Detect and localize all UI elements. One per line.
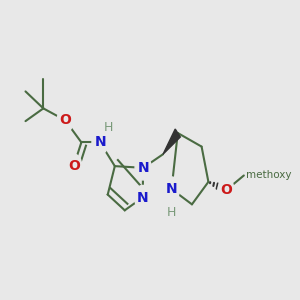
Polygon shape	[163, 129, 180, 154]
Text: H: H	[167, 206, 176, 219]
Text: O: O	[68, 159, 80, 173]
Text: N: N	[137, 161, 149, 175]
Circle shape	[57, 108, 73, 132]
Circle shape	[134, 185, 151, 210]
Circle shape	[135, 156, 151, 180]
Text: N: N	[166, 182, 177, 196]
Circle shape	[66, 154, 82, 178]
Text: O: O	[59, 113, 71, 127]
Text: O: O	[220, 183, 232, 197]
Text: methoxy: methoxy	[246, 170, 292, 181]
Circle shape	[92, 130, 108, 154]
Text: H: H	[103, 121, 113, 134]
Circle shape	[164, 177, 180, 201]
Text: N: N	[94, 135, 106, 149]
Circle shape	[218, 178, 234, 202]
Text: N: N	[137, 190, 148, 205]
